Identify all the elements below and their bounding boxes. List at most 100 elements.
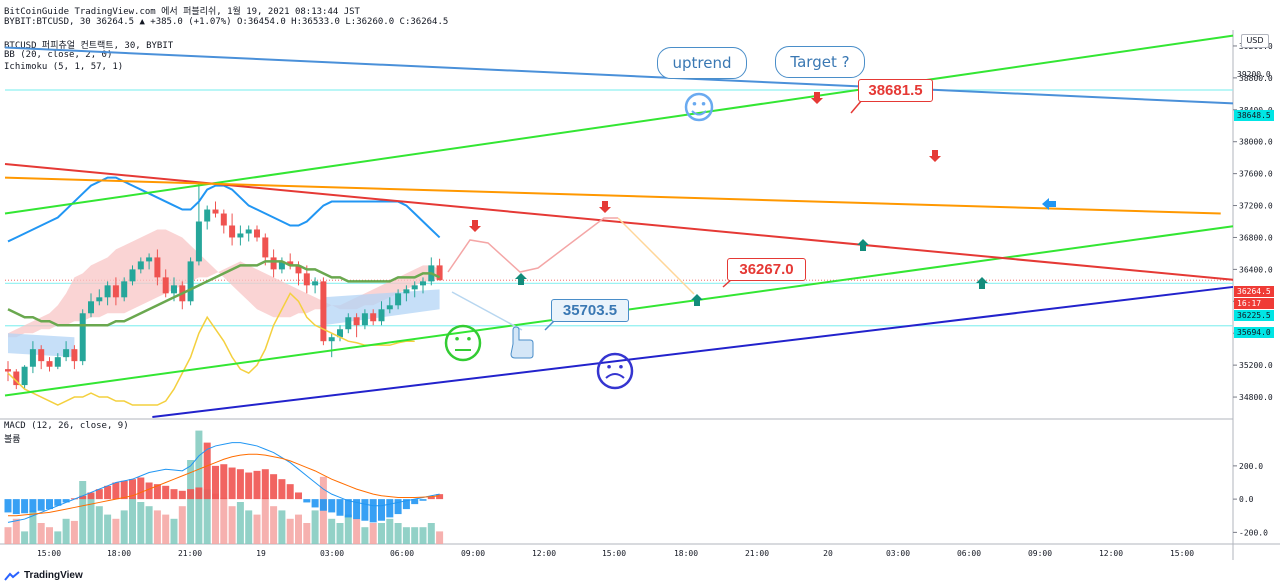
candle-body <box>295 265 302 274</box>
macd-tick-label: 200.0 <box>1239 462 1263 471</box>
volume-bar <box>70 520 78 544</box>
candle-body <box>378 309 385 322</box>
macd-histogram-bar <box>353 499 361 520</box>
legend-symbol[interactable]: BTCUSD 퍼피츄얼 컨트랙트, 30, BYBIT <box>4 41 174 51</box>
macd-histogram-bar <box>369 499 377 523</box>
macd-histogram-bar <box>195 487 203 500</box>
volume-bar <box>427 523 435 544</box>
volume-bar <box>37 523 45 544</box>
down-arrow-icon <box>811 92 823 104</box>
candle-body <box>337 329 343 338</box>
macd-histogram-bar <box>261 469 269 500</box>
price-tick-label: 34800.0 <box>1239 393 1273 402</box>
candle-body <box>154 257 161 278</box>
legend-bollinger[interactable]: BB (20, close, 2, 0) <box>4 50 113 60</box>
time-tick-label: 15:00 <box>37 549 61 558</box>
macd-histogram-bar <box>286 484 294 500</box>
candle-body <box>328 337 335 342</box>
macd-histogram-bar <box>137 477 145 500</box>
volume-bar <box>303 523 311 544</box>
price-label-countdown: 16:17 <box>1234 298 1274 309</box>
time-tick-label: 20 <box>823 549 833 558</box>
volume-bar <box>87 493 95 544</box>
candle-body <box>137 261 144 270</box>
macd-histogram-bar <box>145 482 153 500</box>
macd-histogram-bar <box>170 489 178 500</box>
volume-bar <box>178 506 186 544</box>
trendline-blue-upper <box>4 46 1234 105</box>
volume-bar <box>336 523 344 544</box>
volume-bar <box>129 497 136 544</box>
macd-histogram-bar <box>21 499 29 514</box>
price-tick-label: 35200.0 <box>1239 361 1273 370</box>
ichimoku-lagging-line <box>7 292 415 406</box>
macd-histogram-bar <box>220 464 228 500</box>
volume-bar <box>295 514 302 544</box>
time-tick-label: 21:00 <box>178 549 202 558</box>
projection-path-up <box>447 217 618 273</box>
volume-bar <box>54 531 62 544</box>
macd-histogram-bar <box>419 499 427 501</box>
candle-body <box>420 281 426 286</box>
volume-bar <box>236 502 244 544</box>
volume-bar <box>29 510 37 544</box>
macd-histogram-bar <box>178 490 186 500</box>
legend-volume[interactable]: 볼륨 <box>4 435 21 445</box>
time-tick-label: 12:00 <box>532 549 556 558</box>
macd-histogram-bar <box>153 484 161 500</box>
candle-body <box>345 317 352 330</box>
time-tick-label: 15:00 <box>1170 549 1194 558</box>
time-tick-label: 21:00 <box>745 549 769 558</box>
target-bubble: Target ? <box>775 46 865 78</box>
candle-body <box>254 229 260 238</box>
volume-bar <box>253 514 261 544</box>
legend-ichimoku[interactable]: Ichimoku (5, 1, 57, 1) <box>4 62 124 72</box>
candle-body <box>386 305 393 310</box>
candle-body <box>245 229 252 234</box>
volume-bar <box>95 506 103 544</box>
candle-body <box>5 369 11 372</box>
macd-histogram-bar <box>386 499 394 518</box>
macd-histogram-bar <box>228 467 236 500</box>
time-tick-label: 09:00 <box>461 549 485 558</box>
smile-face-icon <box>684 92 714 122</box>
ichimoku-base-line <box>7 260 441 327</box>
candle-body <box>278 261 285 270</box>
candle-body <box>29 349 36 367</box>
macd-histogram-bar <box>37 499 45 511</box>
macd-line <box>7 442 440 523</box>
trendline-green-upper <box>4 34 1234 215</box>
macd-histogram-bar <box>4 499 12 513</box>
tradingview-footer[interactable]: TradingView <box>4 570 83 581</box>
candle-body <box>121 281 128 298</box>
volume-bar <box>162 514 170 544</box>
volume-bar <box>386 518 394 544</box>
candle-body <box>63 349 70 358</box>
volume-bar <box>46 527 53 544</box>
tradingview-logo-icon <box>4 570 20 581</box>
up-arrow-icon <box>976 277 988 289</box>
time-tick-label: 12:00 <box>1099 549 1123 558</box>
volume-bar <box>311 510 319 544</box>
candle-body <box>171 285 177 294</box>
candle-body <box>353 317 360 326</box>
macd-signal-line <box>8 453 440 517</box>
legend-macd[interactable]: MACD (12, 26, close, 9) <box>4 421 129 431</box>
volume-bar <box>62 518 70 544</box>
up-arrow-icon <box>691 294 703 306</box>
candle-body <box>96 297 103 302</box>
macd-histogram-bar <box>344 499 352 518</box>
volume-bar <box>378 523 385 544</box>
time-tick-label: 15:00 <box>602 549 626 558</box>
price-tick-label: 38800.0 <box>1239 74 1273 83</box>
candle-body <box>195 221 202 262</box>
down-arrow-icon <box>929 150 941 162</box>
currency-button[interactable]: USD <box>1241 34 1269 48</box>
macd-histogram-bar <box>303 499 311 503</box>
volume-bar <box>153 510 161 544</box>
volume-bar <box>361 527 369 544</box>
candle-body <box>403 289 410 294</box>
volume-bar <box>286 518 294 544</box>
macd-histogram-bar <box>245 472 253 500</box>
